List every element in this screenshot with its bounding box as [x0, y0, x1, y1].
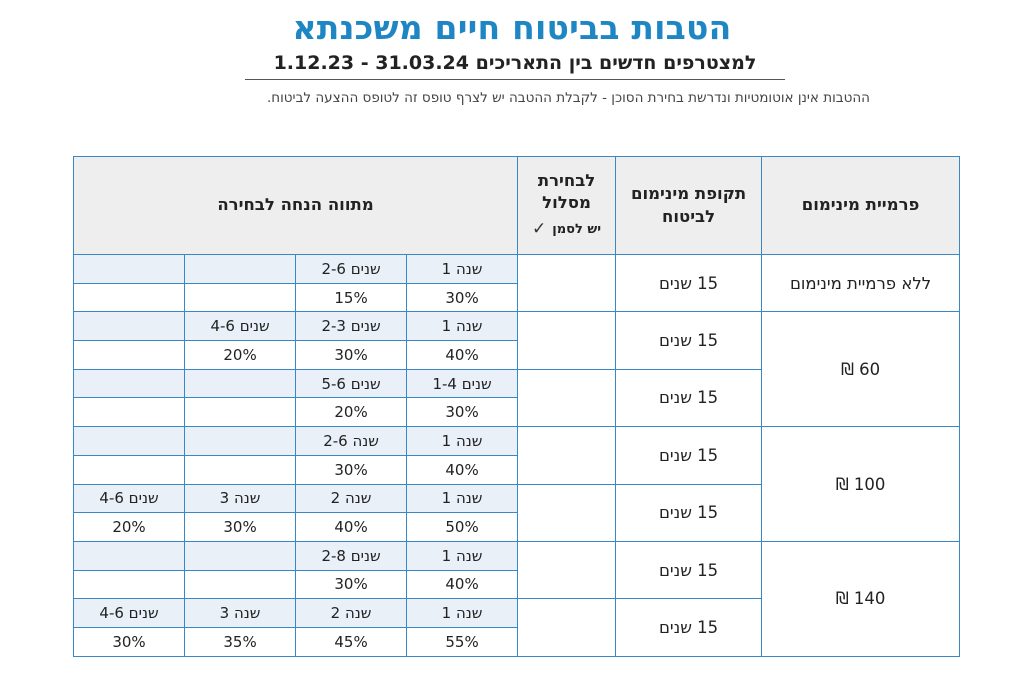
discount-label	[72, 368, 186, 399]
premium-cell: 100 ₪	[761, 426, 961, 542]
discount-label: שנה 3	[184, 598, 297, 628]
discount-label: שנה 3	[184, 483, 297, 514]
period-cell: 15 שנים	[615, 540, 763, 600]
header-min-period: תקופת מינימום לביטוח	[615, 156, 763, 255]
discount-value	[184, 282, 297, 313]
discount-label: שנים 1-4	[406, 368, 519, 399]
track-select-cell[interactable]	[517, 368, 617, 428]
discount-label: שנה 1	[406, 540, 519, 571]
discount-value	[72, 282, 186, 313]
discount-label: שנים 2-6	[295, 254, 408, 284]
header-discount-outline: מתווה הנחה לבחירה	[72, 156, 519, 255]
discount-value	[72, 397, 186, 428]
discount-value: 30%	[295, 454, 408, 485]
terms-note: ההטבות אינן אוטומטיות ונדרשת בחירת הסוכן…	[267, 90, 870, 106]
period-cell: 15 שנים	[615, 311, 763, 370]
discount-label: שנים 4-6	[72, 598, 186, 628]
track-select-cell[interactable]	[517, 311, 617, 370]
discount-label: שנה 2	[295, 483, 408, 514]
period-cell: 15 שנים	[615, 253, 763, 313]
discount-label	[184, 368, 297, 399]
discount-label	[184, 426, 297, 456]
period-cell: 15 שנים	[615, 598, 763, 657]
discount-value: 50%	[406, 512, 519, 542]
discount-value: 45%	[295, 626, 408, 657]
discount-value: 30%	[295, 340, 408, 370]
header-choose-mark: יש לסמן	[552, 221, 602, 237]
discount-label	[184, 254, 297, 284]
benefits-table: פרמיית מינימום תקופת מינימום לביטוח לבחי…	[72, 156, 961, 657]
discount-value	[184, 454, 297, 485]
discount-value: 35%	[184, 626, 297, 657]
discount-label: שנה 2	[295, 598, 408, 628]
track-select-cell[interactable]	[517, 253, 617, 313]
discount-value: 55%	[406, 626, 519, 657]
subtitle-underline	[245, 79, 785, 80]
check-icon: ✓	[532, 219, 547, 240]
track-select-cell[interactable]	[517, 483, 617, 542]
discount-value: 20%	[184, 340, 297, 370]
discount-value	[72, 569, 186, 600]
header-choose-track: לבחירת מסלול יש לסמן ✓	[517, 156, 617, 255]
header-choose-label: לבחירת מסלול	[537, 170, 596, 213]
discount-label: שנים 4-6	[184, 311, 297, 342]
track-select-cell[interactable]	[517, 540, 617, 600]
track-select-cell[interactable]	[517, 598, 617, 657]
header-min-premium: פרמיית מינימום	[761, 156, 961, 255]
discount-label	[184, 540, 297, 571]
premium-cell: 140 ₪	[761, 540, 961, 657]
track-select-cell[interactable]	[517, 426, 617, 485]
discount-value: 30%	[72, 626, 186, 657]
discount-value	[184, 397, 297, 428]
discount-value	[72, 454, 186, 485]
discount-value	[72, 340, 186, 370]
discount-value: 30%	[406, 397, 519, 428]
discount-label	[72, 311, 186, 342]
period-cell: 15 שנים	[615, 426, 763, 485]
discount-label: שנה 1	[406, 254, 519, 284]
discount-label: שנים 4-6	[72, 483, 186, 514]
premium-cell: 60 ₪	[761, 311, 961, 428]
discount-label: שנים 2-8	[295, 540, 408, 571]
discount-label: שנים 2-3	[295, 311, 408, 342]
discount-value: 20%	[295, 397, 408, 428]
discount-value: 40%	[406, 454, 519, 485]
discount-value: 30%	[406, 282, 519, 313]
discount-value: 40%	[295, 512, 408, 542]
discount-label	[72, 254, 186, 284]
discount-value: 30%	[295, 569, 408, 600]
discount-label: שנה 1	[406, 483, 519, 514]
period-cell: 15 שנים	[615, 483, 763, 542]
discount-value: 20%	[72, 512, 186, 542]
discount-label	[72, 540, 186, 571]
discount-value: 15%	[295, 282, 408, 313]
discount-label: שנים 5-6	[295, 368, 408, 399]
discount-value: 40%	[406, 569, 519, 600]
discount-label: שנה 1	[406, 426, 519, 456]
premium-cell: ללא פרמיית מינימום	[761, 253, 961, 313]
discount-label: שנה 2-6	[295, 426, 408, 456]
discount-label	[72, 426, 186, 456]
discount-value	[184, 569, 297, 600]
discount-value: 30%	[184, 512, 297, 542]
period-cell: 15 שנים	[615, 368, 763, 428]
page-subtitle: למצטרפים חדשים בין התאריכים 31.03.24 - 1…	[273, 52, 757, 74]
page-title: הטבות בביטוח חיים משכנתא	[292, 8, 732, 47]
discount-label: שנה 1	[406, 598, 519, 628]
discount-value: 40%	[406, 340, 519, 370]
discount-label: שנה 1	[406, 311, 519, 342]
